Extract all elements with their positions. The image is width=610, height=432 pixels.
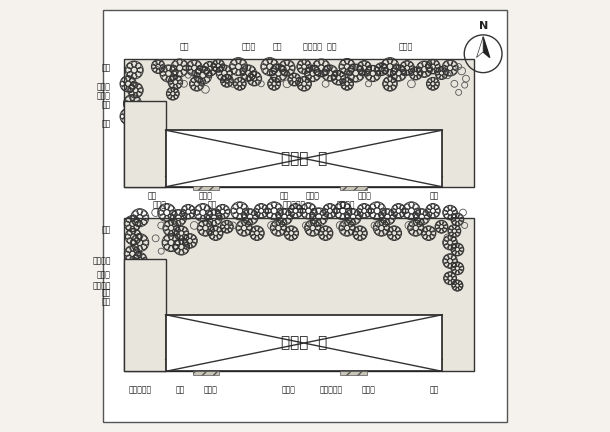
Text: 入口处: 入口处 [204, 385, 218, 394]
Text: 红花灌木球: 红花灌木球 [320, 385, 343, 394]
Text: 红花灌木球: 红花灌木球 [128, 385, 151, 394]
Text: 水腊: 水腊 [102, 100, 111, 109]
Text: 四季桂: 四季桂 [97, 83, 111, 92]
Text: 小龙柏: 小龙柏 [306, 191, 320, 200]
Text: 入口处: 入口处 [198, 191, 212, 200]
Text: 合欢: 合欢 [208, 200, 217, 209]
Text: 紫薇: 紫薇 [180, 42, 190, 51]
Text: 草坪满铺: 草坪满铺 [337, 200, 355, 209]
Text: 茶梅: 茶梅 [148, 191, 157, 200]
Text: 香樟: 香樟 [102, 225, 111, 234]
Bar [165, 315, 442, 372]
Text: 入口处: 入口处 [357, 191, 371, 200]
Text: 水腊: 水腊 [102, 289, 111, 298]
Bar [124, 59, 474, 187]
Bar [124, 259, 165, 372]
Text: 教学楼  一: 教学楼 一 [281, 336, 327, 350]
Text: 花石榴: 花石榴 [242, 42, 256, 51]
Polygon shape [483, 37, 490, 57]
Bar [124, 101, 165, 187]
Text: 茶梅: 茶梅 [429, 191, 439, 200]
Text: 龙柏球: 龙柏球 [399, 42, 413, 51]
Text: 二乔玉兰: 二乔玉兰 [93, 257, 111, 266]
Text: 教学楼  二: 教学楼 二 [281, 151, 327, 166]
Text: 红枫: 红枫 [102, 297, 111, 306]
Text: 入口处: 入口处 [362, 385, 376, 394]
Bar [340, 371, 367, 375]
Text: 四季桂: 四季桂 [97, 271, 111, 280]
Text: 草坪满铺  合欢: 草坪满铺 合欢 [303, 42, 337, 51]
Text: 红叶李: 红叶李 [152, 200, 166, 209]
Text: 红花灌木球: 红花灌木球 [282, 200, 306, 209]
Bar [165, 130, 442, 187]
Text: 红花灌木: 红花灌木 [93, 281, 111, 290]
Text: 红枫: 红枫 [272, 42, 282, 51]
Text: 小龙柏: 小龙柏 [97, 91, 111, 100]
Bar [193, 371, 219, 375]
Bar [340, 186, 367, 190]
Text: N: N [478, 22, 488, 32]
Bar [124, 218, 474, 372]
Text: 紫荆: 紫荆 [102, 119, 111, 128]
Text: 香樟: 香樟 [102, 64, 111, 73]
Polygon shape [476, 37, 483, 57]
Text: 小龙柏: 小龙柏 [282, 385, 296, 394]
Text: 茶梅: 茶梅 [429, 385, 439, 394]
Text: 茶梅: 茶梅 [176, 385, 185, 394]
Text: 茶花: 茶花 [280, 191, 289, 200]
Bar [193, 186, 219, 190]
